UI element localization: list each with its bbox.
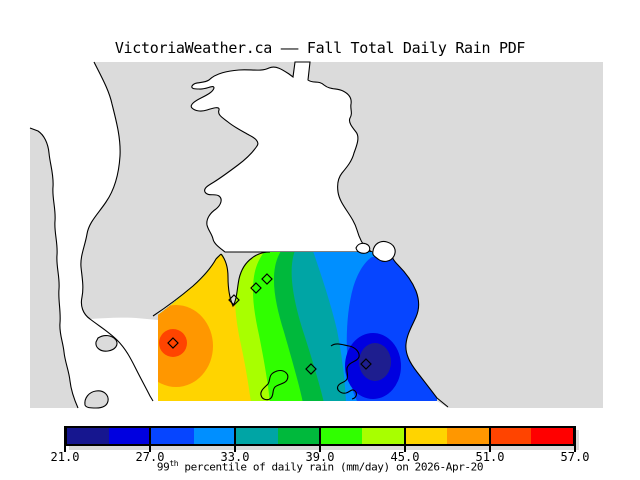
colorbar-segment bbox=[488, 428, 531, 444]
coast-east-shore bbox=[391, 251, 449, 408]
coastlines bbox=[29, 61, 449, 409]
band-red-core bbox=[159, 329, 187, 357]
colorbar-segment bbox=[446, 428, 489, 444]
islet-bay-small bbox=[355, 242, 371, 254]
coast-wedge-south bbox=[152, 253, 222, 317]
station-diamond bbox=[167, 337, 179, 349]
colorbar-segment bbox=[235, 428, 278, 444]
coast-hook-peninsula bbox=[220, 251, 271, 308]
caption-text: percentile of daily rain (mm/day) on 202… bbox=[178, 460, 484, 474]
colorbar-tick bbox=[319, 426, 321, 452]
station-diamond bbox=[305, 363, 317, 375]
harbour-outline bbox=[330, 343, 360, 400]
islet-bay-large bbox=[372, 240, 396, 262]
colorbar-tick-label: 27.0 bbox=[135, 450, 165, 464]
colorbar-segment bbox=[193, 428, 236, 444]
colorbar-segment bbox=[67, 428, 110, 444]
colorbar-tick-label: 45.0 bbox=[390, 450, 420, 464]
station-markers bbox=[167, 273, 372, 375]
colorbar-tick bbox=[149, 426, 151, 452]
colorbar-tick-label: 21.0 bbox=[50, 450, 80, 464]
station-diamond bbox=[228, 294, 240, 306]
water-west-channel bbox=[30, 62, 448, 408]
coast-west-channel-east bbox=[80, 61, 154, 402]
colorbar-segment bbox=[109, 428, 152, 444]
caption-ordinal: th bbox=[169, 459, 179, 468]
page-title: VictoriaWeather.ca —— Fall Total Daily R… bbox=[114, 39, 526, 57]
station-diamond bbox=[360, 358, 372, 370]
water-central-inlet bbox=[190, 61, 374, 253]
colorbar-tick-label: 33.0 bbox=[220, 450, 250, 464]
colorbar-segment bbox=[404, 428, 447, 444]
colorbar-segment bbox=[362, 428, 405, 444]
station-diamond bbox=[261, 273, 273, 285]
colorbar-tick bbox=[234, 426, 236, 452]
island-west bbox=[95, 335, 118, 352]
colorbar-tick-label: 39.0 bbox=[305, 450, 335, 464]
water-west-open bbox=[90, 317, 158, 401]
lake-outline bbox=[260, 370, 289, 401]
colorbar-tick bbox=[574, 426, 576, 452]
colorbar-tick bbox=[64, 426, 66, 452]
colorbar-segment bbox=[151, 428, 194, 444]
caption-number: 99 bbox=[156, 460, 170, 474]
colorbar-segment bbox=[530, 428, 574, 444]
colorbar-tick-label: 57.0 bbox=[560, 450, 590, 464]
station-diamond bbox=[250, 282, 262, 294]
colorbar-tick bbox=[489, 426, 491, 452]
coast-west-channel-west bbox=[29, 127, 79, 409]
colorbar-tick bbox=[404, 426, 406, 452]
colorbar-segment bbox=[277, 428, 321, 444]
colorbar-tick-label: 51.0 bbox=[475, 450, 505, 464]
colorbar-caption: 99th percentile of daily rain (mm/day) o… bbox=[0, 459, 640, 474]
band-navy-core bbox=[359, 343, 391, 381]
colorbar-segment bbox=[320, 428, 363, 444]
island-bottom-left bbox=[84, 390, 109, 409]
